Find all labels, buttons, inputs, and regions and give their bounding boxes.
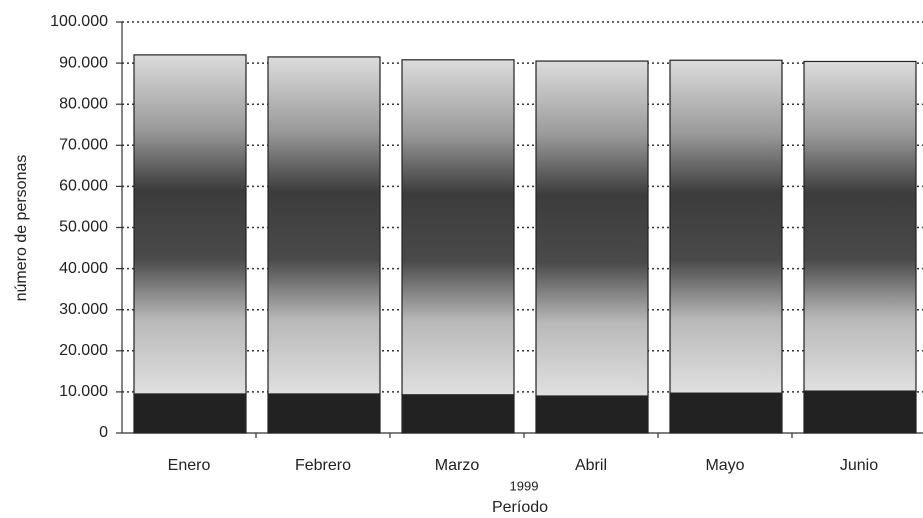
bar-segment <box>669 59 783 394</box>
bar-segment <box>401 59 515 396</box>
y-axis-label: número de personas <box>13 155 30 302</box>
bar-segment <box>401 394 515 434</box>
bar-segment <box>267 56 381 395</box>
y-tick-label: 70.000 <box>59 137 108 154</box>
y-tick-label: 60.000 <box>59 178 108 195</box>
x-tick-label: Febrero <box>295 457 351 474</box>
y-tick-label: 80.000 <box>59 95 108 112</box>
x-tick-label: Marzo <box>435 457 480 474</box>
x-tick-label: Junio <box>840 457 878 474</box>
bar-segment <box>803 390 917 434</box>
y-tick-label: 20.000 <box>59 342 108 359</box>
bar-segment <box>535 60 649 397</box>
y-tick-label: 10.000 <box>59 383 108 400</box>
y-tick-label: 30.000 <box>59 301 108 318</box>
bar-segment <box>669 392 783 434</box>
y-tick-label: 0 <box>99 424 108 441</box>
bar-segment <box>803 60 917 392</box>
x-sublabel: 1999 <box>510 478 539 493</box>
x-axis-label: Período <box>492 499 548 516</box>
bar-segment <box>133 393 247 434</box>
y-tick-label: 90.000 <box>59 54 108 71</box>
x-tick-label: Mayo <box>705 457 744 474</box>
bar-segment <box>535 395 649 434</box>
x-tick-label: Abril <box>575 457 607 474</box>
y-tick-label: 100.000 <box>50 13 108 30</box>
y-tick-label: 50.000 <box>59 219 108 236</box>
y-tick-label: 40.000 <box>59 260 108 277</box>
bar-segment <box>267 393 381 434</box>
bar-segment <box>133 54 247 395</box>
x-tick-label: Enero <box>168 457 211 474</box>
